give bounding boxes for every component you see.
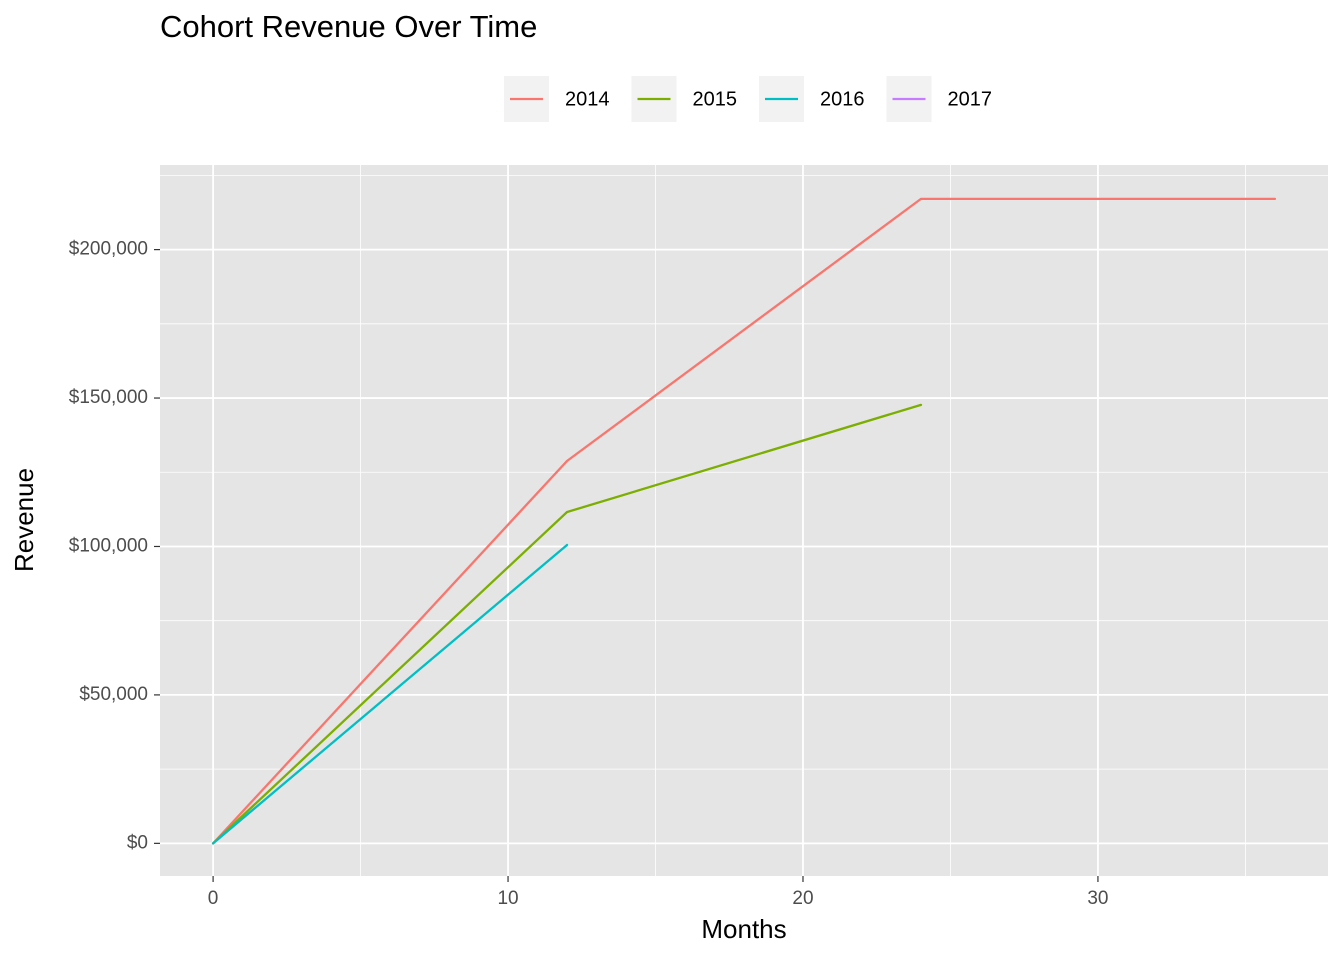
x-tick-label: 10 — [497, 888, 518, 909]
chart-title: Cohort Revenue Over Time — [160, 9, 537, 44]
legend-label: 2014 — [565, 88, 610, 110]
x-tick-label: 0 — [208, 888, 219, 909]
x-tick-label: 20 — [792, 888, 813, 909]
y-axis-label: Revenue — [9, 468, 39, 572]
y-tick-label: $200,000 — [69, 239, 148, 260]
series-line — [211, 543, 569, 845]
x-axis-label: Months — [701, 914, 786, 944]
y-tick-label: $50,000 — [79, 684, 148, 705]
y-tick-label: $0 — [127, 832, 148, 853]
y-tick-label: $100,000 — [69, 535, 148, 556]
series-line — [211, 197, 1277, 845]
legend-label: 2015 — [693, 88, 738, 110]
y-tick-label: $150,000 — [69, 387, 148, 408]
legend-label: 2016 — [820, 88, 865, 110]
series-line — [211, 403, 923, 845]
plot-panel — [160, 165, 1328, 876]
x-tick-label: 30 — [1087, 888, 1108, 909]
legend-label: 2017 — [948, 88, 993, 110]
